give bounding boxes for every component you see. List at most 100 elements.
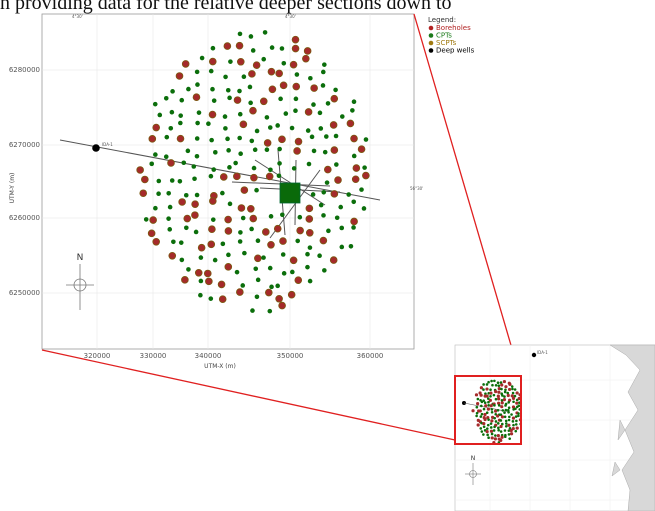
cpt-marker — [362, 165, 367, 170]
inset-cpt-marker — [497, 384, 501, 387]
cpt-marker — [222, 114, 228, 119]
borehole-marker — [181, 60, 190, 68]
x-tick-label: 340000 — [195, 352, 222, 360]
inset-borehole-marker — [486, 407, 490, 411]
inset-cpt-marker — [511, 420, 515, 423]
cpt-marker — [280, 212, 285, 218]
inset-cpt-marker — [500, 422, 504, 426]
cpt-marker — [157, 112, 163, 118]
cpt-marker — [247, 84, 253, 90]
cpt-marker — [210, 86, 215, 92]
x-tick-label: 320000 — [84, 352, 111, 360]
inset-cpt-marker — [485, 427, 489, 430]
cpt-marker — [338, 204, 344, 210]
borehole-marker — [175, 72, 184, 80]
legend-item-label: CPTs — [436, 32, 452, 40]
y-tick-labels: 6280000 6270000 6260000 6250000 — [9, 66, 40, 297]
cpt-marker — [322, 149, 328, 155]
inset-borehole-marker — [508, 382, 512, 386]
inset-cpt-marker — [503, 415, 507, 419]
legend-item-label: SCPTs — [436, 39, 457, 47]
inset-cpt-marker — [484, 392, 487, 395]
cpt-marker — [268, 167, 273, 173]
borehole-marker — [205, 277, 213, 286]
inset-borehole-marker — [511, 405, 516, 409]
cpt-marker — [192, 176, 197, 182]
borehole-marker — [263, 139, 272, 147]
x-axis-title: UTM-X (m) — [204, 363, 236, 370]
inset-cpt-marker — [489, 388, 492, 391]
inset-cpt-marker — [507, 408, 510, 412]
inset-cpt-marker — [504, 404, 507, 407]
inset-cpt-marker — [485, 411, 489, 414]
cpt-marker — [237, 88, 242, 94]
borehole-marker — [289, 256, 298, 265]
cpt-marker — [262, 30, 268, 35]
borehole-marker — [183, 214, 192, 223]
inset-cpt-marker — [493, 416, 496, 420]
inset-cpt-marker — [507, 410, 510, 414]
cpt-marker — [261, 56, 267, 62]
borehole-marker — [267, 67, 276, 76]
inset-borehole-marker — [507, 387, 512, 392]
inset-cpt-marker — [497, 426, 500, 430]
cpt-marker — [213, 150, 218, 155]
legend-item-label: Deep wells — [436, 47, 475, 55]
inset-borehole-marker — [479, 386, 483, 390]
borehole-marker — [350, 217, 358, 226]
inset-cpt-marker — [514, 429, 518, 433]
inset-cpt-marker — [503, 390, 507, 394]
inset-borehole-marker — [483, 412, 487, 417]
x-tick-label: 360000 — [357, 352, 384, 360]
cpt-marker — [208, 68, 214, 74]
cpt-marker — [181, 160, 187, 166]
cpt-marker — [206, 121, 211, 127]
cpt-marker — [249, 138, 255, 144]
inset-cpt-marker — [475, 411, 479, 415]
inset-cpt-marker — [503, 429, 507, 432]
cpt-marker — [333, 87, 338, 93]
cpt-marker — [208, 296, 214, 301]
inset-cpt-marker — [517, 414, 520, 418]
inset-cpt-marker — [507, 429, 511, 432]
borehole-marker — [249, 106, 257, 115]
cpt-marker — [361, 206, 367, 211]
inset-borehole-marker — [476, 402, 480, 406]
cpt-marker — [184, 225, 189, 231]
borehole-marker — [362, 171, 370, 180]
borehole-marker — [192, 93, 201, 102]
borehole-marker — [152, 123, 160, 132]
inset-cpt-marker — [487, 400, 490, 404]
inset-borehole-marker — [484, 404, 488, 408]
cpt-marker — [156, 191, 161, 197]
cpt-marker — [269, 284, 274, 290]
inset-cpt-marker — [482, 383, 485, 386]
inset-cpt-marker — [497, 404, 501, 407]
cpt-marker — [166, 216, 171, 221]
inset-cpt-marker — [489, 422, 493, 425]
cpt-marker — [152, 101, 158, 107]
inset-cpt-marker — [480, 412, 484, 416]
cpt-marker — [241, 74, 247, 80]
inset-cpt-marker — [515, 419, 518, 423]
inset-cpt-marker — [475, 414, 478, 418]
y-tick-label: 6250000 — [9, 289, 40, 297]
borehole-marker — [141, 175, 149, 184]
inset-borehole-marker — [483, 417, 487, 422]
borehole-marker — [346, 119, 355, 128]
inset-borehole-marker — [511, 426, 515, 431]
cpt-marker — [191, 164, 197, 169]
inset-map: IDA-1 N — [454, 344, 655, 511]
cpt-marker — [227, 201, 233, 207]
cpt-marker — [198, 255, 204, 260]
inset-cpt-marker — [501, 394, 504, 397]
borehole-marker — [176, 134, 185, 143]
inset-cpt-marker — [512, 400, 515, 404]
borehole-marker — [293, 147, 301, 155]
cpt-marker — [339, 114, 345, 119]
cpt-marker — [280, 252, 286, 257]
cpt-marker — [183, 192, 189, 198]
inset-cpt-marker — [487, 404, 490, 407]
deep-well-label: IDA-1 — [102, 142, 113, 147]
